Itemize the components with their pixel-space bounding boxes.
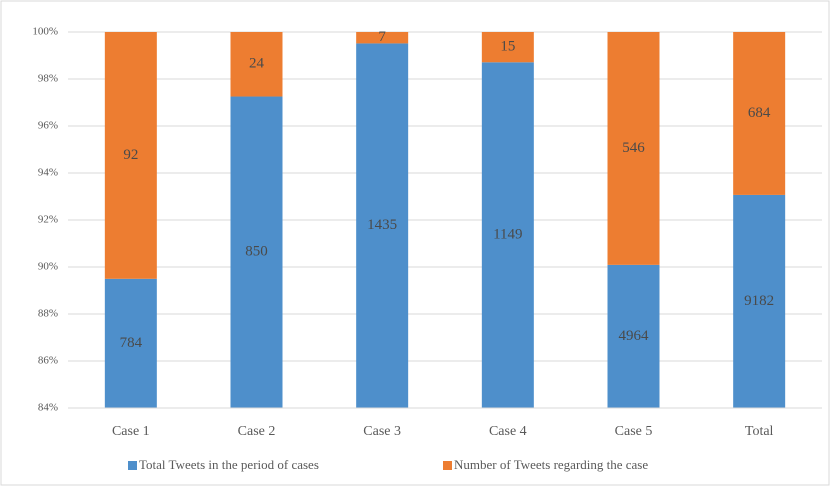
bar-segment — [230, 96, 283, 409]
y-tick-label: 94% — [38, 167, 58, 179]
bar-segment — [481, 32, 534, 63]
data-label: 92 — [123, 147, 138, 163]
bar-segment — [607, 264, 660, 408]
data-label: 850 — [245, 244, 268, 260]
bar-segment — [230, 32, 283, 97]
data-label: 24 — [249, 56, 265, 72]
x-tick-label: Case 1 — [112, 424, 150, 439]
y-tick-label: 100% — [32, 26, 58, 38]
x-tick-label: Case 5 — [615, 424, 653, 439]
y-tick-label: 96% — [38, 120, 58, 132]
data-label: 9182 — [744, 293, 774, 309]
bar-segment — [733, 32, 786, 195]
y-tick-label: 90% — [38, 261, 58, 273]
bar-segment — [356, 32, 409, 44]
bar-segment — [104, 278, 157, 408]
data-label: 15 — [500, 39, 515, 55]
bar-segment — [104, 32, 157, 279]
y-tick-label: 86% — [38, 355, 58, 367]
data-label: 4964 — [619, 328, 650, 344]
y-tick-label: 92% — [38, 214, 58, 226]
y-tick-label: 98% — [38, 73, 58, 85]
bar-segment — [607, 32, 660, 265]
data-label: 546 — [622, 140, 645, 156]
x-tick-label: Case 2 — [238, 424, 276, 439]
data-label: 7 — [378, 29, 386, 45]
data-label: 684 — [748, 105, 771, 121]
legend-swatch — [443, 461, 452, 470]
x-tick-label: Case 4 — [489, 424, 527, 439]
bar-segment — [356, 43, 409, 408]
legend-swatch — [128, 461, 137, 470]
y-tick-label: 88% — [38, 308, 58, 320]
x-tick-label: Case 3 — [363, 424, 401, 439]
legend-label: Total Tweets in the period of cases — [139, 457, 319, 472]
bar-segment — [733, 194, 786, 408]
bar-segment — [481, 62, 534, 408]
data-label: 1149 — [493, 227, 522, 243]
data-label: 1435 — [367, 217, 397, 233]
data-label: 784 — [120, 335, 143, 351]
legend-label: Number of Tweets regarding the case — [454, 457, 648, 472]
y-tick-label: 84% — [38, 402, 58, 414]
x-tick-label: Total — [745, 424, 774, 439]
